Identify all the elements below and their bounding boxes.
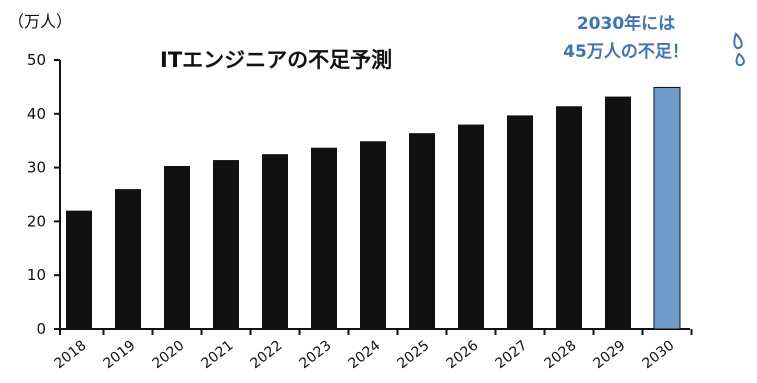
x-tick-label: 2023	[297, 338, 335, 373]
x-tick-label: 2019	[101, 338, 139, 373]
x-tick-label: 2020	[150, 338, 188, 373]
x-tick-label: 2018	[52, 338, 90, 373]
x-axis-tick-labels: 2018 2019 2020 2021 2022 2023 2024 2025 2026 2027…	[52, 337, 678, 372]
bar-2025	[409, 133, 435, 329]
bar-2021	[213, 160, 239, 329]
bars	[66, 86, 681, 330]
x-tick-label: 2027	[493, 338, 531, 373]
bar-2027	[507, 115, 533, 329]
sweat-drop-icon	[733, 32, 745, 67]
y-tick-label: 50	[27, 51, 46, 69]
x-tick-label: 2028	[542, 338, 580, 373]
x-tick-label: 2029	[591, 338, 629, 373]
bar-2024	[360, 141, 386, 329]
x-tick-label: 2021	[199, 338, 237, 373]
x-tick-label: 2024	[346, 337, 384, 372]
y-axis-tick-labels: 0 10 20 30 40 50	[27, 51, 46, 338]
bar-2028	[556, 106, 582, 329]
bar-2030	[653, 86, 681, 330]
y-tick-label: 10	[27, 266, 46, 284]
x-tick-label: 2025	[395, 338, 433, 373]
y-tick-label: 40	[27, 105, 46, 123]
shortage-callout: 2030年には 45万人の不足！	[541, 10, 711, 66]
x-tick-label: 2022	[248, 338, 286, 373]
bar-2023	[311, 147, 337, 329]
callout-line-1: 2030年には	[576, 14, 676, 34]
bar-2018	[66, 210, 92, 329]
bar-2020	[164, 165, 190, 329]
callout-line-2: 45万人の不足！	[563, 42, 689, 62]
y-tick-label: 30	[27, 159, 46, 177]
chart-title: ITエンジニアの不足予測	[160, 48, 393, 72]
y-tick-label: 20	[27, 212, 46, 230]
y-tick-label: 0	[36, 320, 46, 338]
x-tick-label: 2026	[444, 337, 482, 372]
bar-2019	[115, 189, 141, 329]
x-tick-label: 2030	[640, 338, 678, 373]
bar-2029	[605, 96, 631, 329]
bar-2022	[262, 154, 288, 329]
y-axis-unit-label: （万人）	[8, 12, 73, 31]
bar-2026	[458, 124, 484, 329]
